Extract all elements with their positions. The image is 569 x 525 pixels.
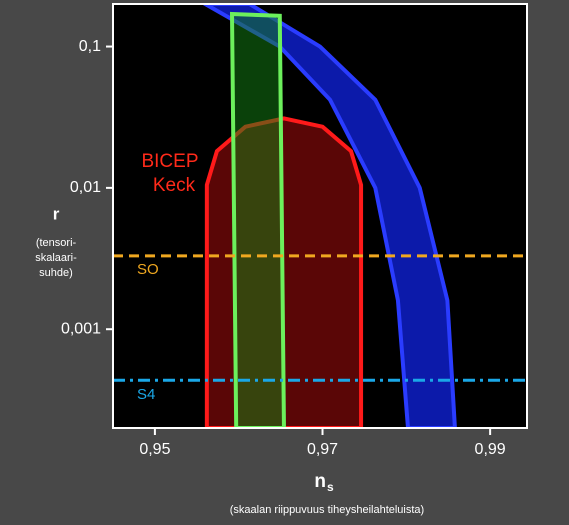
x-tick-label: 0,95	[139, 441, 170, 458]
y-axis-note: skalaari-	[35, 252, 77, 264]
x-tick-label: 0,97	[307, 441, 338, 458]
y-axis-note: (tensori-	[36, 237, 77, 249]
y-axis-label: r	[53, 204, 60, 223]
x-tick-label: 0,99	[475, 441, 506, 458]
region	[201, 4, 457, 428]
region	[229, 11, 286, 428]
line-label: SO	[137, 261, 159, 278]
plot-frame	[112, 3, 528, 429]
x-axis-label-sub: s	[327, 480, 334, 494]
y-tick-label: 0,01	[70, 179, 101, 196]
y-tick-label: 0,001	[61, 320, 101, 337]
x-axis-note: (skaalan riippuvuus tiheysheilahteluista…	[230, 504, 424, 516]
line-label: S4	[137, 386, 155, 403]
region-label: BICEP	[141, 151, 198, 172]
y-axis-note: suhde)	[39, 267, 73, 279]
x-axis-label: n	[314, 471, 326, 492]
region-label: Keck	[153, 175, 196, 196]
y-tick-label: 0,1	[79, 38, 101, 55]
regions	[113, 4, 527, 428]
